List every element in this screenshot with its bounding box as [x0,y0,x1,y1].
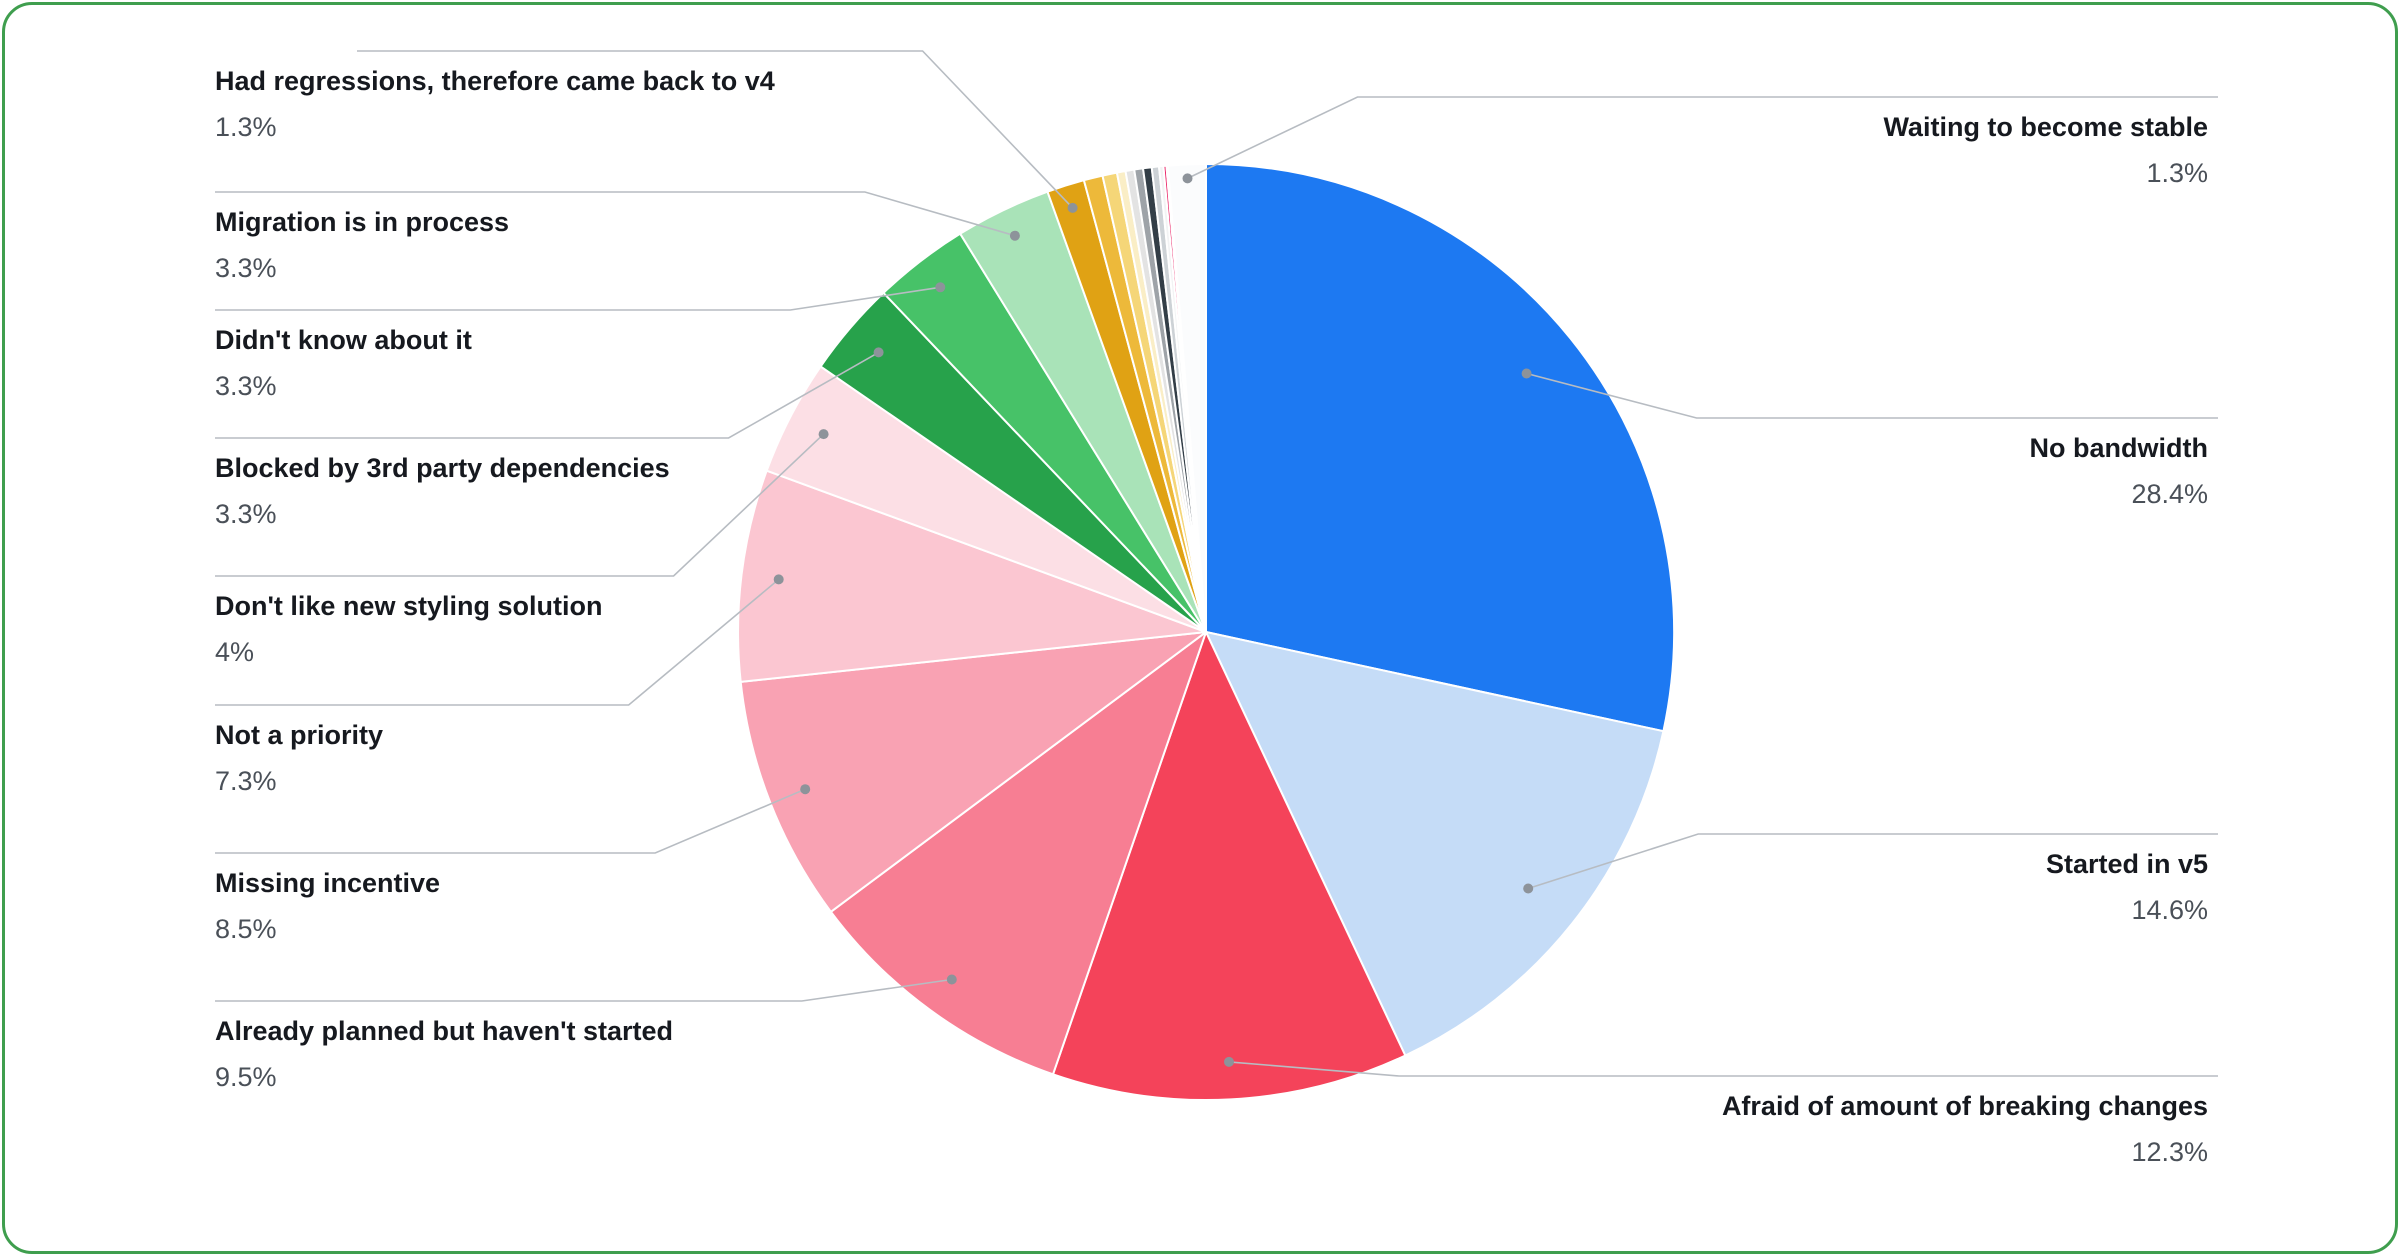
slice-callout-label-migration-is-in-process: Migration is in process 3.3% [215,206,509,284]
callout-dot-afraid-of-amount-of-breaking-changes [1224,1056,1234,1067]
pie-slices [737,163,1675,1102]
callout-line-no-bandwidth [1526,372,2218,419]
slice-callout-label-blocked-by-3rd-party-dependencies: Blocked by 3rd party dependencies 3.3% [215,452,670,530]
callout-line-had-regressions-therefore-came-back-to-v4 [357,50,1074,209]
slice-callout-label-afraid-of-amount-of-breaking-changes: Afraid of amount of breaking changes 12.3… [1722,1090,2208,1168]
slice-label-percent: 14.6% [2131,894,2208,925]
slice-label-percent: 3.3% [215,252,277,283]
callout-dot-already-planned-but-haven-t-started [946,974,957,985]
callout-dot-had-regressions-therefore-came-back-to-v4 [1067,202,1078,213]
pie-slice-missing-incentive[interactable] [739,631,1207,913]
slice-callout-label-not-a-priority: Not a priority 7.3% [215,719,383,797]
callout-line-started-in-v5 [1527,833,2218,890]
pie-chart [215,50,2218,1102]
slice-label-title: Afraid of amount of breaking changes [1721,1091,2208,1121]
slice-label-title: Waiting to become stable [1883,112,2208,142]
pie-slice-started-in-v5[interactable] [1205,631,1665,1057]
callout-dot-not-a-priority [773,574,784,585]
slice-label-title: No bandwidth [2029,433,2208,463]
callout-dot-no-bandwidth [1521,368,1532,379]
callout-dot-started-in-v5 [1523,883,1534,894]
slice-label-percent: 3.3% [215,498,277,529]
slice-callout-label-no-bandwidth: No bandwidth 28.4% [2030,432,2208,510]
callout-dot-blocked-by-3rd-party-dependencies [873,347,884,358]
slice-callout-label-didn-t-know-about-it: Didn't know about it 3.3% [215,324,472,402]
slice-label-percent: 1.3% [2146,157,2208,188]
slice-label-title: Already planned but haven't started [215,1016,674,1046]
callout-line-not-a-priority [215,578,780,706]
slice-label-percent: 3.3% [215,370,277,401]
callout-dot-don-t-like-new-styling-solution [818,429,829,440]
slice-callout-label-missing-incentive: Missing incentive 8.5% [215,867,440,945]
callout-line-waiting-to-become-stable [1187,96,2218,180]
callout-line-missing-incentive [215,788,806,854]
callout-line-migration-is-in-process [215,191,1016,237]
pie-slice-afraid-of-amount-of-breaking-changes[interactable] [1052,631,1407,1102]
slice-label-title: Had regressions, therefore came back to … [215,66,775,96]
slice-label-percent: 28.4% [2131,478,2208,509]
slice-label-percent: 1.3% [215,111,277,142]
callout-line-blocked-by-3rd-party-dependencies [215,351,879,439]
slice-callout-label-started-in-v5: Started in v5 14.6% [2046,848,2208,926]
callout-dot-waiting-to-become-stable [1182,173,1193,184]
pie-slice-not-a-priority[interactable] [737,469,1207,683]
callout-line-don-t-like-new-styling-solution [215,433,825,577]
callout-line-didn-t-know-about-it [215,286,941,311]
pie-slice-waiting-to-become-stable[interactable] [1166,163,1207,633]
slice-label-title: Missing incentive [215,868,441,898]
slice-label-title: Not a priority [215,720,384,750]
slice-callout-label-had-regressions-therefore-came-back-to-v4: Had regressions, therefore came back to … [215,65,775,143]
slice-label-title: Didn't know about it [215,325,472,355]
slice-label-title: Blocked by 3rd party dependencies [215,453,670,483]
callout-line-already-planned-but-haven-t-started [215,978,952,1002]
callout-dot-missing-incentive [800,784,811,795]
slice-label-title: Don't like new styling solution [215,591,603,621]
callout-line-afraid-of-amount-of-breaking-changes [1228,1061,2218,1077]
slice-label-percent: 9.5% [215,1061,277,1092]
slice-label-title: Migration is in process [215,207,510,237]
slice-label-title: Started in v5 [2045,849,2208,879]
slice-callout-label-waiting-to-become-stable: Waiting to become stable 1.3% [1883,111,2208,189]
slice-label-percent: 8.5% [215,913,277,944]
callout-dot-migration-is-in-process [1009,230,1020,241]
pie-slice-no-bandwidth[interactable] [1205,163,1675,733]
slice-callout-label-already-planned-but-haven-t-started: Already planned but haven't started 9.5% [215,1015,673,1093]
slice-label-percent: 7.3% [215,765,277,796]
callout-dot-didn-t-know-about-it [935,282,946,293]
slice-callout-label-don-t-like-new-styling-solution: Don't like new styling solution 4% [215,590,602,668]
slice-label-percent: 12.3% [2131,1136,2208,1167]
slice-label-percent: 4% [215,636,255,667]
callout-lines [215,50,2218,1077]
pie-slice-already-planned-but-haven-t-started[interactable] [829,631,1207,1076]
